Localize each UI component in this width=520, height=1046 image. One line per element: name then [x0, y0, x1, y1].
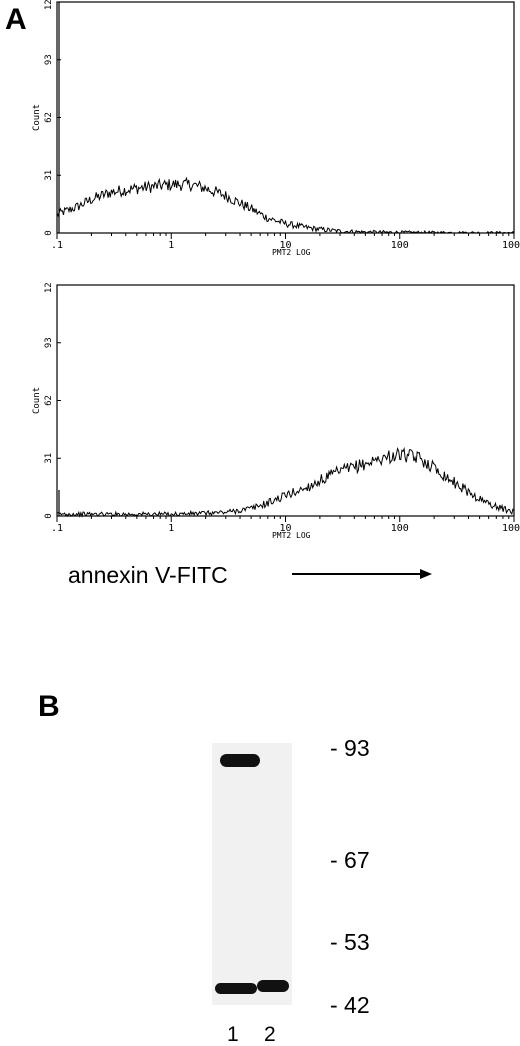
y-tick-label: 124 [44, 283, 54, 293]
plot-frame [56, 284, 515, 517]
arrow-right-icon [292, 569, 432, 579]
mw-marker-93: - 93 [330, 735, 370, 761]
y-tick-label: 31 [44, 453, 54, 464]
x-tick-label: 1 [168, 523, 174, 534]
plot-frame [56, 1, 515, 234]
x-tick-label: 10 [279, 523, 291, 534]
x-tick-label: .1 [51, 523, 63, 534]
y-tick-label: 124 [44, 0, 54, 10]
y-tick-label: 0 [44, 230, 54, 235]
histogram-top: 0 31 62 93 124 Count .1 1 10 100 1000 PMT2 LOG [32, 0, 520, 257]
x-tick-label: 1 [168, 240, 174, 251]
y-tick-label: 62 [44, 395, 54, 406]
histogram-trace [56, 446, 515, 518]
y-tick-label: 93 [44, 54, 54, 65]
lane-label-1: 1 [227, 1023, 239, 1046]
y-tick-label: 31 [44, 170, 54, 181]
y-axis-label: Count [32, 104, 42, 131]
x-tick-label: 10 [279, 240, 291, 251]
band-lane1-93kda [220, 754, 260, 767]
mw-marker-42: - 42 [330, 992, 370, 1018]
y-tick-label: 62 [44, 112, 54, 123]
lane-label-2: 2 [264, 1023, 276, 1046]
mw-marker-67: - 67 [330, 847, 370, 873]
mw-marker-53: - 53 [330, 929, 370, 955]
panel-b-label: B [38, 690, 60, 723]
y-tick-label: 0 [44, 513, 54, 518]
x-axis-label: PMT2 LOG [272, 531, 311, 540]
panel-a-label: A [5, 3, 27, 36]
annexin-axis-label: annexin V-FITC [68, 562, 228, 588]
histogram-trace [56, 176, 515, 234]
band-lane2-42kda [257, 980, 289, 992]
x-axis-label: PMT2 LOG [272, 248, 311, 257]
x-tick-label: 100 [391, 523, 409, 534]
histogram-bottom: 0 31 62 93 124 Count .1 1 10 100 1000 PMT2 LOG [32, 283, 520, 540]
band-lane1-42kda [215, 983, 257, 994]
x-tick-label: 1000 [502, 240, 520, 251]
x-tick-label: .1 [51, 240, 63, 251]
x-tick-label: 1000 [502, 523, 520, 534]
western-blot [212, 743, 292, 1005]
y-tick-label: 93 [44, 337, 54, 348]
y-axis-label: Count [32, 387, 42, 414]
x-tick-label: 100 [391, 240, 409, 251]
